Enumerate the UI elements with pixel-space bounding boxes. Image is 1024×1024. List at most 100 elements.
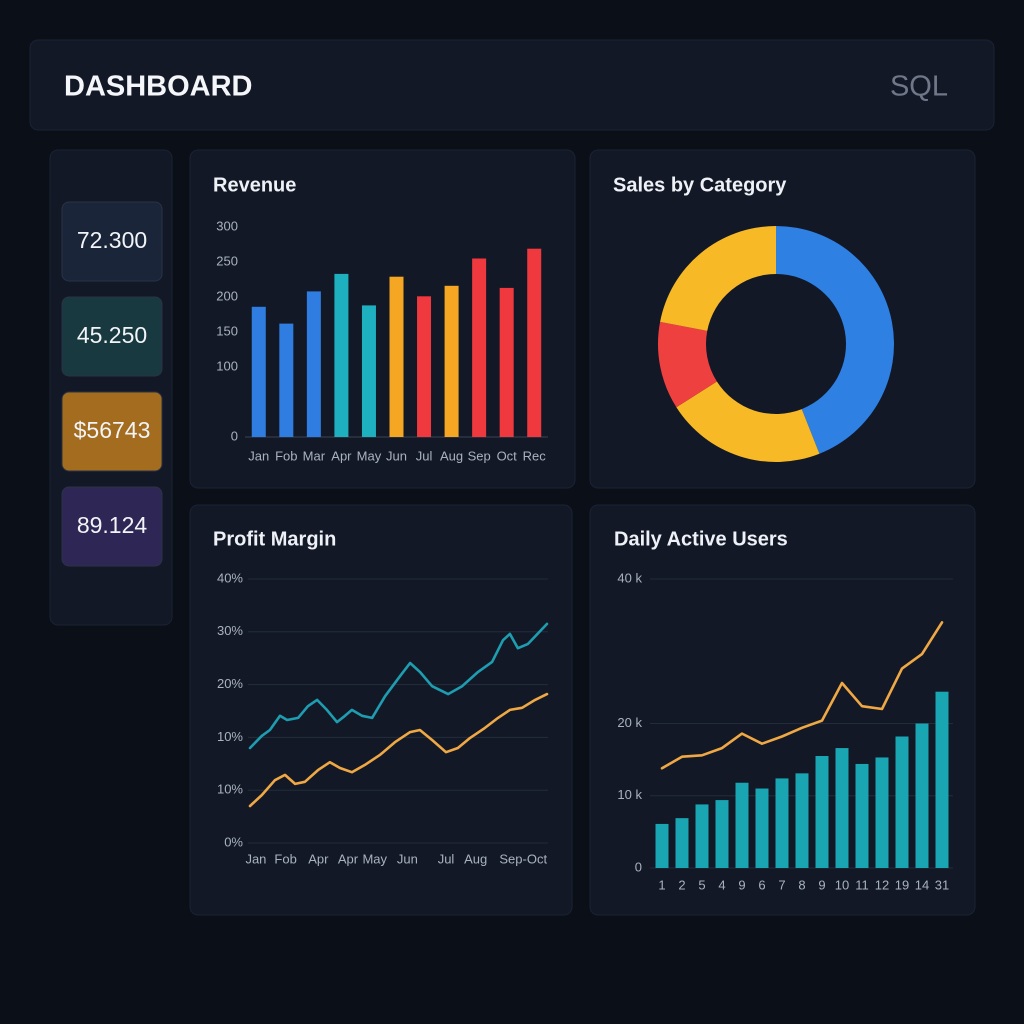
donut-slice bbox=[776, 226, 895, 454]
bar bbox=[755, 788, 769, 868]
bar bbox=[655, 823, 669, 868]
x-tick-label: Fob bbox=[274, 851, 296, 866]
bar bbox=[361, 305, 376, 437]
bar bbox=[775, 778, 789, 868]
x-tick-label: Apr bbox=[338, 851, 359, 866]
x-tick-label: 31 bbox=[935, 877, 949, 892]
y-tick-label: 150 bbox=[216, 323, 238, 338]
donut-slice bbox=[676, 381, 820, 462]
kpi-value: $56743 bbox=[74, 417, 151, 443]
y-tick-label: 250 bbox=[216, 253, 238, 268]
y-tick-label: 40 k bbox=[617, 570, 642, 585]
y-tick-label: 10 k bbox=[617, 787, 642, 802]
x-tick-label: Jun bbox=[386, 448, 407, 463]
x-tick-label: 10 bbox=[835, 877, 849, 892]
x-tick-label: May bbox=[362, 851, 387, 866]
header-title: DASHBOARD bbox=[64, 71, 253, 103]
x-tick-label: Sep-Oct bbox=[499, 851, 547, 866]
x-tick-label: 11 bbox=[855, 877, 869, 892]
x-tick-label: Aug bbox=[464, 851, 487, 866]
kpi-value: 89.124 bbox=[77, 512, 148, 538]
y-tick-label: 10% bbox=[217, 782, 243, 797]
kpi-value: 72.300 bbox=[77, 227, 147, 253]
line bbox=[248, 622, 549, 750]
kpi-card bbox=[61, 296, 163, 377]
x-tick-label: 9 bbox=[818, 877, 825, 892]
x-tick-label: 7 bbox=[778, 877, 785, 892]
header-badge[interactable]: SQL bbox=[890, 71, 948, 103]
x-tick-label: 8 bbox=[798, 877, 805, 892]
y-tick-label: 0% bbox=[224, 834, 243, 849]
bar bbox=[735, 782, 749, 868]
x-tick-label: Apr bbox=[308, 851, 329, 866]
bar bbox=[251, 306, 266, 437]
kpi-value: 45.250 bbox=[77, 322, 147, 348]
x-tick-label: Fob bbox=[275, 448, 297, 463]
bar bbox=[417, 296, 432, 437]
x-tick-label: Mar bbox=[303, 448, 326, 463]
chart-title: Sales by Category bbox=[613, 174, 787, 196]
y-tick-label: 100 bbox=[216, 358, 238, 373]
donut-slice bbox=[660, 225, 776, 331]
bar bbox=[935, 691, 949, 868]
bar bbox=[472, 258, 487, 437]
y-tick-label: 20% bbox=[217, 676, 243, 691]
y-tick-label: 40% bbox=[217, 570, 243, 585]
x-tick-label: 5 bbox=[698, 877, 705, 892]
bar bbox=[895, 736, 909, 868]
bar bbox=[695, 804, 709, 868]
x-tick-label: 19 bbox=[895, 877, 909, 892]
bar bbox=[675, 818, 689, 868]
x-tick-label: Jul bbox=[438, 851, 455, 866]
x-tick-label: Oct bbox=[497, 448, 518, 463]
x-tick-label: Apr bbox=[331, 448, 352, 463]
bar bbox=[835, 748, 849, 868]
x-tick-label: May bbox=[357, 448, 382, 463]
bar bbox=[334, 273, 349, 437]
line bbox=[660, 621, 944, 770]
bar bbox=[279, 323, 294, 437]
chart-title: Revenue bbox=[213, 174, 296, 196]
donut-slice bbox=[657, 321, 717, 408]
chart-title: Profit Margin bbox=[213, 528, 336, 550]
bar bbox=[499, 287, 514, 437]
x-tick-label: 4 bbox=[718, 877, 725, 892]
bar bbox=[444, 285, 459, 437]
y-tick-label: 20 k bbox=[617, 715, 642, 730]
bar bbox=[389, 276, 404, 437]
header-panel bbox=[29, 39, 995, 131]
x-tick-label: Rec bbox=[523, 448, 547, 463]
x-tick-label: 12 bbox=[875, 877, 889, 892]
x-tick-label: Jun bbox=[397, 851, 418, 866]
x-tick-label: Jan bbox=[248, 448, 269, 463]
x-tick-label: 6 bbox=[758, 877, 765, 892]
profit-panel bbox=[189, 504, 573, 916]
bar bbox=[715, 800, 729, 868]
x-tick-label: 2 bbox=[678, 877, 685, 892]
x-tick-label: Jul bbox=[416, 448, 433, 463]
kpi-card bbox=[61, 201, 163, 282]
x-tick-label: Sep bbox=[468, 448, 491, 463]
y-tick-label: 300 bbox=[216, 218, 238, 233]
y-tick-label: 30% bbox=[217, 623, 243, 638]
line bbox=[248, 692, 549, 808]
kpi-card bbox=[61, 486, 163, 567]
bar bbox=[875, 757, 889, 868]
bar bbox=[915, 723, 929, 868]
x-tick-label: Aug bbox=[440, 448, 463, 463]
x-tick-label: 1 bbox=[658, 877, 665, 892]
bar bbox=[527, 248, 542, 437]
chart-title: Daily Active Users bbox=[614, 528, 788, 550]
x-tick-label: Jan bbox=[245, 851, 266, 866]
x-tick-label: 14 bbox=[915, 877, 929, 892]
bar bbox=[306, 291, 321, 437]
y-tick-label: 0 bbox=[231, 428, 238, 443]
y-tick-label: 10% bbox=[217, 729, 243, 744]
bar bbox=[855, 763, 869, 868]
y-tick-label: 200 bbox=[216, 288, 238, 303]
bar bbox=[815, 756, 829, 868]
x-tick-label: 9 bbox=[738, 877, 745, 892]
bar bbox=[795, 773, 809, 868]
kpi-card bbox=[61, 391, 163, 472]
